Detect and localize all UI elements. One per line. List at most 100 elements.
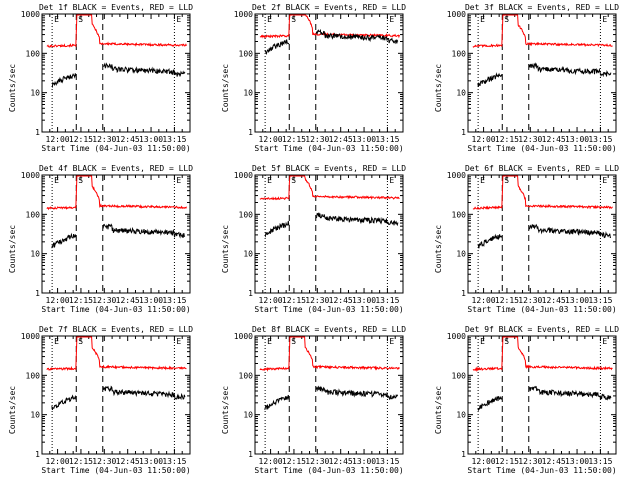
x-axis-label: Start Time (04-Jun-03 11:50:00) <box>467 144 616 153</box>
marker-label: E <box>480 176 485 185</box>
plot-frame <box>467 13 617 133</box>
y-tick-label: 10 <box>456 411 466 420</box>
x-tick-label: 13:00 <box>565 457 589 466</box>
plot-frame <box>467 335 617 455</box>
series-events-line <box>264 28 399 55</box>
x-tick-label: 12:30 <box>518 457 542 466</box>
y-tick-label: 1000 <box>447 332 466 341</box>
x-tick-label: 13:15 <box>375 457 399 466</box>
y-tick-label: 1000 <box>21 171 40 180</box>
x-axis-label: Start Time (04-Jun-03 11:50:00) <box>467 466 616 475</box>
y-axis-label: Counts/sec <box>8 64 17 112</box>
x-tick-label: 12:45 <box>542 135 566 144</box>
x-tick-label: 12:45 <box>542 296 566 305</box>
series-lld-line <box>259 14 400 39</box>
y-tick-label: 1 <box>35 128 40 137</box>
series-events-line <box>264 385 399 411</box>
y-tick-label: 10 <box>456 250 466 259</box>
x-tick-label: 13:15 <box>162 296 186 305</box>
marker-label: S <box>78 337 83 346</box>
panel-title: Det 6f BLACK = Events, RED = LLD <box>465 164 619 173</box>
marker-label: S <box>78 176 83 185</box>
y-tick-label: 1000 <box>234 10 253 19</box>
marker-label: E <box>267 176 272 185</box>
x-tick-label: 12:00 <box>259 296 283 305</box>
y-tick-label: 1000 <box>21 332 40 341</box>
panel-title: Det 7f BLACK = Events, RED = LLD <box>39 325 193 334</box>
marker-label: E <box>54 337 59 346</box>
x-tick-label: 12:30 <box>518 296 542 305</box>
x-axis-label: Start Time (04-Jun-03 11:50:00) <box>41 144 190 153</box>
marker-label: S <box>504 176 509 185</box>
y-tick-label: 1 <box>461 450 466 459</box>
marker-label: E <box>389 337 394 346</box>
x-tick-label: 12:45 <box>116 457 140 466</box>
y-axis-label: Counts/sec <box>434 386 443 434</box>
y-tick-label: 1 <box>461 289 466 298</box>
x-tick-label: 12:45 <box>329 135 353 144</box>
y-tick-label: 1 <box>461 128 466 137</box>
panel-title: Det 2f BLACK = Events, RED = LLD <box>252 3 406 12</box>
y-axis-label: Counts/sec <box>8 225 17 273</box>
panel-title: Det 8f BLACK = Events, RED = LLD <box>252 325 406 334</box>
y-tick-label: 100 <box>239 371 254 380</box>
series-lld-line <box>46 336 187 371</box>
marker-label: E <box>267 15 272 24</box>
x-tick-label: 13:15 <box>375 296 399 305</box>
y-tick-label: 10 <box>456 89 466 98</box>
x-tick-label: 13:00 <box>352 457 376 466</box>
x-tick-label: 13:00 <box>565 296 589 305</box>
y-tick-label: 1 <box>248 289 253 298</box>
y-tick-label: 10 <box>30 250 40 259</box>
x-tick-label: 13:00 <box>352 296 376 305</box>
x-tick-label: 12:30 <box>92 135 116 144</box>
x-tick-label: 12:30 <box>92 296 116 305</box>
panel-title: Det 4f BLACK = Events, RED = LLD <box>39 164 193 173</box>
x-tick-label: 12:00 <box>259 457 283 466</box>
x-tick-label: 13:15 <box>162 457 186 466</box>
marker-label: E <box>389 176 394 185</box>
marker-label: S <box>291 15 296 24</box>
x-tick-label: 13:00 <box>352 135 376 144</box>
y-axis-label: Counts/sec <box>221 64 230 112</box>
y-tick-label: 10 <box>243 89 253 98</box>
marker-label: E <box>176 337 181 346</box>
x-tick-label: 12:00 <box>46 135 70 144</box>
panel-title: Det 1f BLACK = Events, RED = LLD <box>39 3 193 12</box>
x-tick-label: 12:15 <box>69 135 93 144</box>
marker-label: S <box>78 15 83 24</box>
y-tick-label: 100 <box>26 210 41 219</box>
x-tick-label: 12:00 <box>472 296 496 305</box>
series-lld-line <box>46 14 187 48</box>
marker-label: S <box>291 176 296 185</box>
x-tick-label: 12:15 <box>69 457 93 466</box>
panel-title: Det 9f BLACK = Events, RED = LLD <box>465 325 619 334</box>
panel-5: Det 5f BLACK = Events, RED = LLD 1 10 100 10… <box>221 164 406 314</box>
x-axis-label: Start Time (04-Jun-03 11:50:00) <box>254 305 403 314</box>
x-tick-label: 13:00 <box>139 296 163 305</box>
x-tick-label: 12:45 <box>116 296 140 305</box>
y-tick-label: 100 <box>452 371 467 380</box>
x-tick-label: 12:30 <box>305 135 329 144</box>
y-tick-label: 1000 <box>234 332 253 341</box>
series-events-line <box>51 385 186 411</box>
x-tick-label: 12:45 <box>116 135 140 144</box>
x-tick-label: 13:15 <box>588 457 612 466</box>
series-lld-line <box>259 175 400 201</box>
series-lld-line <box>259 336 400 372</box>
y-axis-label: Counts/sec <box>434 64 443 112</box>
x-tick-label: 12:00 <box>259 135 283 144</box>
x-tick-label: 12:45 <box>542 457 566 466</box>
x-axis-label: Start Time (04-Jun-03 11:50:00) <box>254 466 403 475</box>
x-tick-label: 12:15 <box>495 296 519 305</box>
series-events-line <box>264 212 399 238</box>
y-tick-label: 10 <box>243 411 253 420</box>
x-tick-label: 12:00 <box>472 135 496 144</box>
series-lld-line <box>46 175 187 211</box>
panel-2: Det 2f BLACK = Events, RED = LLD 1 10 100 10… <box>221 3 406 153</box>
x-tick-label: 13:15 <box>588 135 612 144</box>
series-events-line <box>477 385 612 412</box>
x-axis-label: Start Time (04-Jun-03 11:50:00) <box>254 144 403 153</box>
y-tick-label: 1 <box>35 289 40 298</box>
